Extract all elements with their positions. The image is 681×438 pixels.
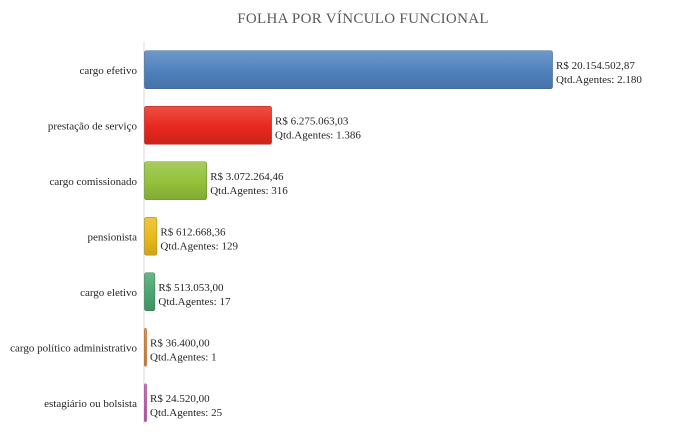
category-label: pensionista xyxy=(88,231,138,243)
value-label: R$ 24.520,00 xyxy=(150,393,210,405)
bar xyxy=(144,383,147,423)
value-label: R$ 3.072.264,46 xyxy=(210,171,284,183)
bar xyxy=(144,272,156,312)
value-label: R$ 6.275.063,03 xyxy=(275,115,349,127)
value-label: R$ 36.400,00 xyxy=(150,337,210,349)
value-label: R$ 612.668,36 xyxy=(160,226,226,238)
bar xyxy=(144,161,207,201)
category-label: cargo eletivo xyxy=(80,287,137,299)
chart-title: FOLHA POR VÍNCULO FUNCIONAL xyxy=(237,10,489,27)
agents-label: Qtd.Agentes: 2.180 xyxy=(556,74,642,86)
category-label: cargo político administrativo xyxy=(10,342,137,354)
bar xyxy=(144,327,147,367)
bars xyxy=(144,50,553,423)
agents-label: Qtd.Agentes: 129 xyxy=(160,240,238,252)
data-labels: R$ 20.154.502,87 Qtd.Agentes: 2.180 R$ 6.2… xyxy=(150,60,642,419)
agents-label: Qtd.Agentes: 316 xyxy=(210,185,288,197)
value-label: R$ 20.154.502,87 xyxy=(556,60,635,72)
category-labels: cargo efetivo prestação de serviço cargo c… xyxy=(10,65,137,410)
agents-label: Qtd.Agentes: 1.386 xyxy=(275,129,361,141)
bar xyxy=(144,105,272,145)
category-label: cargo efetivo xyxy=(79,65,137,77)
agents-label: Qtd.Agentes: 1 xyxy=(150,351,217,363)
category-label: estagiário ou bolsista xyxy=(44,398,137,410)
bar xyxy=(144,50,553,90)
agents-label: Qtd.Agentes: 17 xyxy=(158,296,231,308)
category-label: cargo comissionado xyxy=(50,176,138,188)
category-label: prestação de serviço xyxy=(48,120,138,132)
value-label: R$ 513.053,00 xyxy=(158,282,224,294)
agents-label: Qtd.Agentes: 25 xyxy=(150,407,223,419)
bar xyxy=(144,216,158,256)
